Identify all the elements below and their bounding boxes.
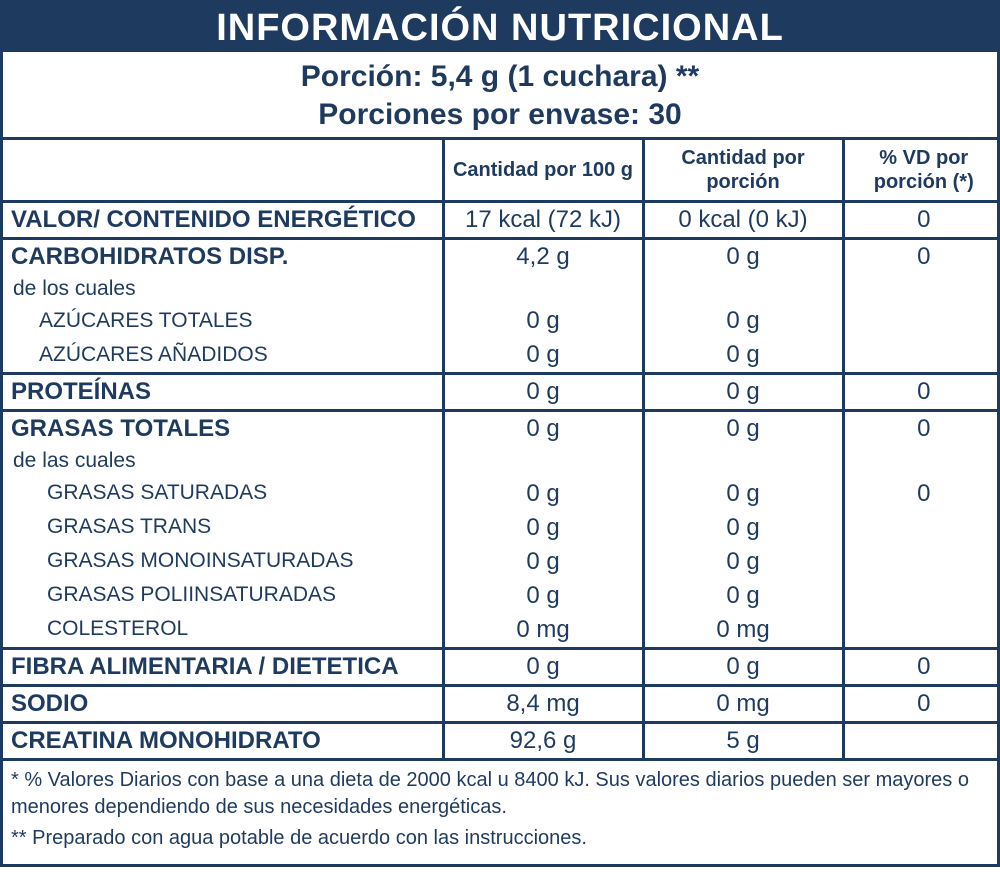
row-value: 0 g	[643, 338, 843, 374]
table-row: VALOR/ CONTENIDO ENERGÉTICO17 kcal (72 k…	[3, 202, 1000, 239]
row-value: 17 kcal (72 kJ)	[443, 202, 643, 239]
row-value	[843, 613, 1000, 649]
table-row: de las cuales	[3, 446, 1000, 476]
table-header-row: Cantidad por 100 g Cantidad por porción …	[3, 140, 1000, 202]
row-label: AZÚCARES TOTALES	[3, 304, 443, 338]
row-value: 0 g	[443, 338, 643, 374]
row-value: 0 g	[443, 304, 643, 338]
col-header-blank	[3, 140, 443, 202]
table-row: GRASAS POLIINSATURADAS0 g0 g	[3, 579, 1000, 613]
row-label: de los cuales	[3, 274, 443, 304]
row-value: 0 g	[643, 477, 843, 511]
row-value	[643, 446, 843, 476]
table-body: VALOR/ CONTENIDO ENERGÉTICO17 kcal (72 k…	[3, 202, 1000, 758]
row-value: 0 mg	[443, 613, 643, 649]
row-value: 0 g	[643, 545, 843, 579]
row-label: AZÚCARES AÑADIDOS	[3, 338, 443, 374]
row-value	[843, 304, 1000, 338]
table-row: AZÚCARES AÑADIDOS0 g0 g	[3, 338, 1000, 374]
table-row: GRASAS SATURADAS0 g0 g0	[3, 477, 1000, 511]
row-value	[843, 511, 1000, 545]
row-value: 0 kcal (0 kJ)	[643, 202, 843, 239]
row-value: 0 g	[443, 411, 643, 447]
footnotes: * % Valores Diarios con base a una dieta…	[3, 758, 997, 864]
footnote-1: * % Valores Diarios con base a una dieta…	[11, 767, 989, 821]
row-label: CARBOHIDRATOS DISP.	[3, 239, 443, 275]
row-value: 0 g	[643, 511, 843, 545]
footnote-2: ** Preparado con agua potable de acuerdo…	[11, 825, 989, 852]
table-row: PROTEÍNAS0 g0 g0	[3, 374, 1000, 411]
col-header-per-100g: Cantidad por 100 g	[443, 140, 643, 202]
row-value: 0 g	[443, 511, 643, 545]
row-value	[843, 722, 1000, 758]
row-value: 0	[843, 648, 1000, 685]
row-value	[843, 545, 1000, 579]
row-value: 0 g	[443, 579, 643, 613]
row-value	[443, 274, 643, 304]
row-value: 8,4 mg	[443, 685, 643, 722]
table-row: GRASAS TRANS0 g0 g	[3, 511, 1000, 545]
serving-block: Porción: 5,4 g (1 cuchara) ** Porciones …	[3, 52, 997, 140]
row-value: 0 g	[443, 374, 643, 411]
row-value: 0	[843, 685, 1000, 722]
table-row: COLESTEROL0 mg0 mg	[3, 613, 1000, 649]
row-value: 0 g	[443, 545, 643, 579]
row-value	[843, 338, 1000, 374]
row-value	[843, 579, 1000, 613]
nutrition-facts-panel: INFORMACIÓN NUTRICIONAL Porción: 5,4 g (…	[0, 0, 1000, 867]
row-label: FIBRA ALIMENTARIA / DIETETICA	[3, 648, 443, 685]
row-value: 0 g	[643, 648, 843, 685]
row-value: 0 g	[643, 411, 843, 447]
row-value: 0 g	[443, 477, 643, 511]
row-label: GRASAS POLIINSATURADAS	[3, 579, 443, 613]
row-label: PROTEÍNAS	[3, 374, 443, 411]
row-value: 0 g	[643, 304, 843, 338]
table-row: SODIO8,4 mg0 mg0	[3, 685, 1000, 722]
row-label: GRASAS TOTALES	[3, 411, 443, 447]
row-value	[843, 274, 1000, 304]
row-value: 0 mg	[643, 685, 843, 722]
row-value	[843, 446, 1000, 476]
row-value: 0 g	[643, 239, 843, 275]
table-row: GRASAS TOTALES0 g0 g0	[3, 411, 1000, 447]
row-label: VALOR/ CONTENIDO ENERGÉTICO	[3, 202, 443, 239]
row-value: 0 g	[443, 648, 643, 685]
row-value: 5 g	[643, 722, 843, 758]
row-label: COLESTEROL	[3, 613, 443, 649]
row-value: 0	[843, 202, 1000, 239]
row-value: 0 g	[643, 579, 843, 613]
row-label: GRASAS TRANS	[3, 511, 443, 545]
row-value: 0	[843, 239, 1000, 275]
table-row: GRASAS MONOINSATURADAS0 g0 g	[3, 545, 1000, 579]
row-value: 0	[843, 374, 1000, 411]
row-value: 0 mg	[643, 613, 843, 649]
serving-line-2: Porciones por envase: 30	[318, 98, 682, 131]
row-value	[643, 274, 843, 304]
row-label: GRASAS MONOINSATURADAS	[3, 545, 443, 579]
row-value: 4,2 g	[443, 239, 643, 275]
col-header-per-portion: Cantidad por porción	[643, 140, 843, 202]
table-row: de los cuales	[3, 274, 1000, 304]
row-value: 0	[843, 477, 1000, 511]
nutrition-table: Cantidad por 100 g Cantidad por porción …	[3, 140, 1000, 758]
row-label: SODIO	[3, 685, 443, 722]
table-row: CARBOHIDRATOS DISP.4,2 g0 g0	[3, 239, 1000, 275]
serving-line-1: Porción: 5,4 g (1 cuchara) **	[301, 60, 699, 93]
row-value: 0 g	[643, 374, 843, 411]
row-label: GRASAS SATURADAS	[3, 477, 443, 511]
row-label: CREATINA MONOHIDRATO	[3, 722, 443, 758]
table-row: AZÚCARES TOTALES0 g0 g	[3, 304, 1000, 338]
row-value: 0	[843, 411, 1000, 447]
row-value	[443, 446, 643, 476]
table-row: CREATINA MONOHIDRATO92,6 g5 g	[3, 722, 1000, 758]
row-value: 92,6 g	[443, 722, 643, 758]
panel-title: INFORMACIÓN NUTRICIONAL	[3, 3, 997, 52]
row-label: de las cuales	[3, 446, 443, 476]
col-header-pct-vd: % VD por porción (*)	[843, 140, 1000, 202]
table-row: FIBRA ALIMENTARIA / DIETETICA0 g0 g0	[3, 648, 1000, 685]
